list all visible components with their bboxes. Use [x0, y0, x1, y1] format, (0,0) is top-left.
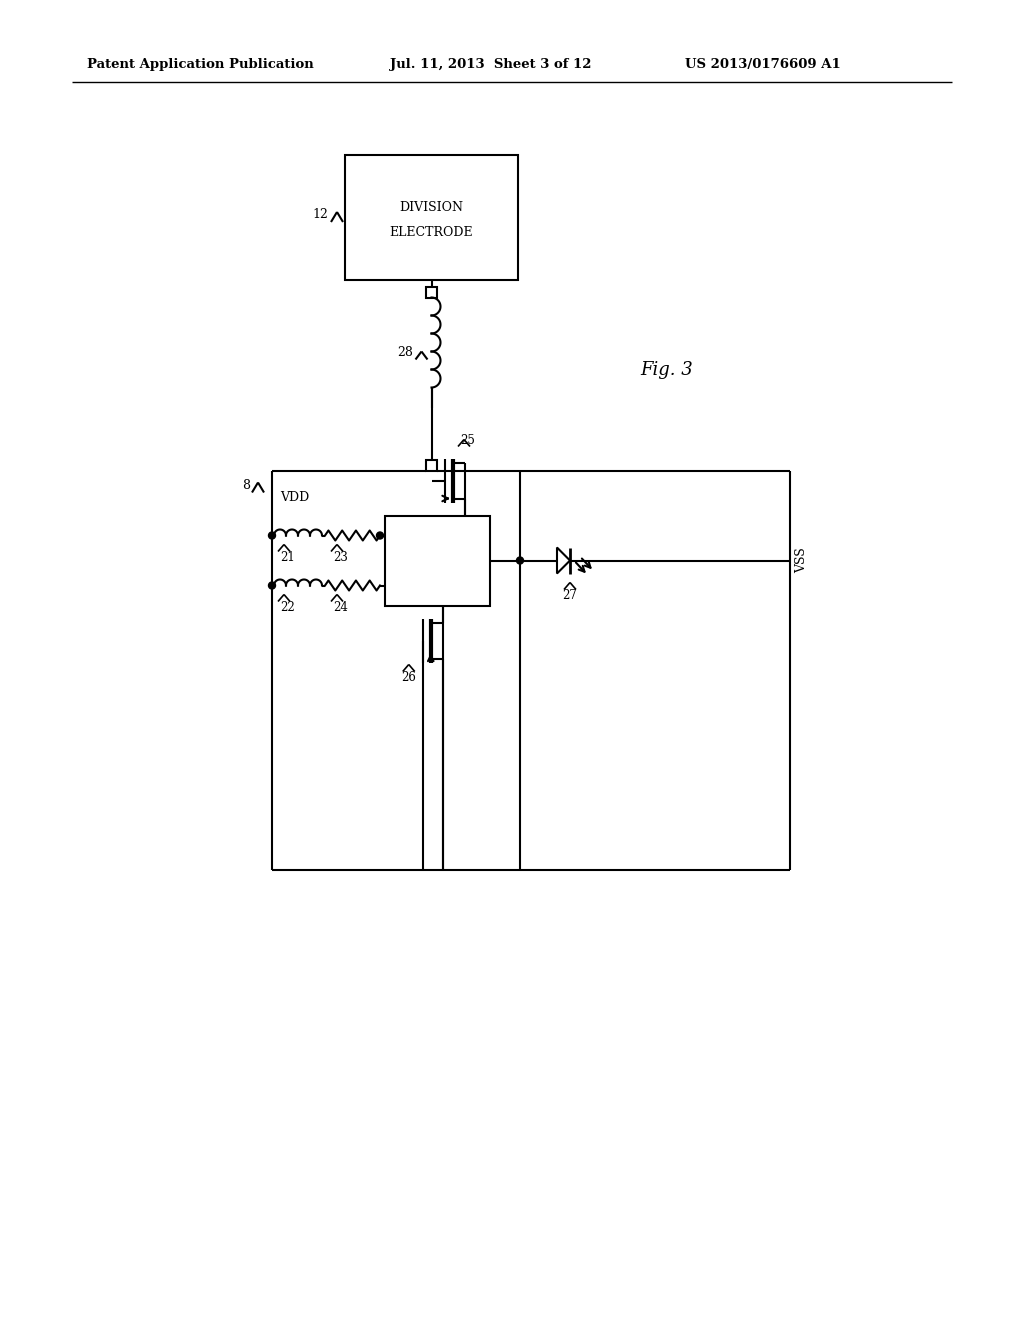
Text: 22: 22 — [280, 601, 295, 614]
Text: VSS: VSS — [795, 548, 808, 573]
Polygon shape — [557, 548, 570, 573]
Circle shape — [268, 532, 275, 539]
Text: DIVISION: DIVISION — [399, 201, 464, 214]
Text: 23: 23 — [333, 550, 348, 564]
Text: ELECTRODE: ELECTRODE — [390, 226, 473, 239]
Text: 24: 24 — [333, 601, 348, 614]
Bar — [385, 516, 490, 606]
Text: 25: 25 — [460, 434, 475, 447]
Text: Fig. 3: Fig. 3 — [640, 360, 693, 379]
Text: 12: 12 — [312, 209, 328, 222]
Circle shape — [516, 557, 523, 564]
Text: 26: 26 — [400, 671, 416, 684]
Circle shape — [377, 532, 384, 539]
Text: 27: 27 — [562, 589, 577, 602]
Text: VDD: VDD — [280, 491, 309, 504]
Text: 21: 21 — [280, 550, 295, 564]
Text: Jul. 11, 2013  Sheet 3 of 12: Jul. 11, 2013 Sheet 3 of 12 — [390, 58, 592, 71]
Bar — [426, 459, 437, 470]
Text: US 2013/0176609 A1: US 2013/0176609 A1 — [685, 58, 841, 71]
Text: 28: 28 — [397, 346, 414, 359]
Text: Patent Application Publication: Patent Application Publication — [87, 58, 313, 71]
Text: 8: 8 — [242, 479, 250, 492]
Bar — [426, 286, 437, 297]
Bar — [345, 154, 518, 280]
Circle shape — [268, 582, 275, 589]
